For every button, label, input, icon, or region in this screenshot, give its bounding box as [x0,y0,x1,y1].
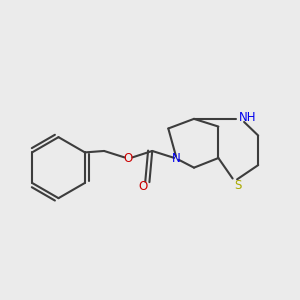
Text: N: N [172,152,181,165]
Text: S: S [234,179,241,193]
Text: NH: NH [239,111,257,124]
Text: O: O [124,152,133,165]
Text: O: O [139,180,148,193]
